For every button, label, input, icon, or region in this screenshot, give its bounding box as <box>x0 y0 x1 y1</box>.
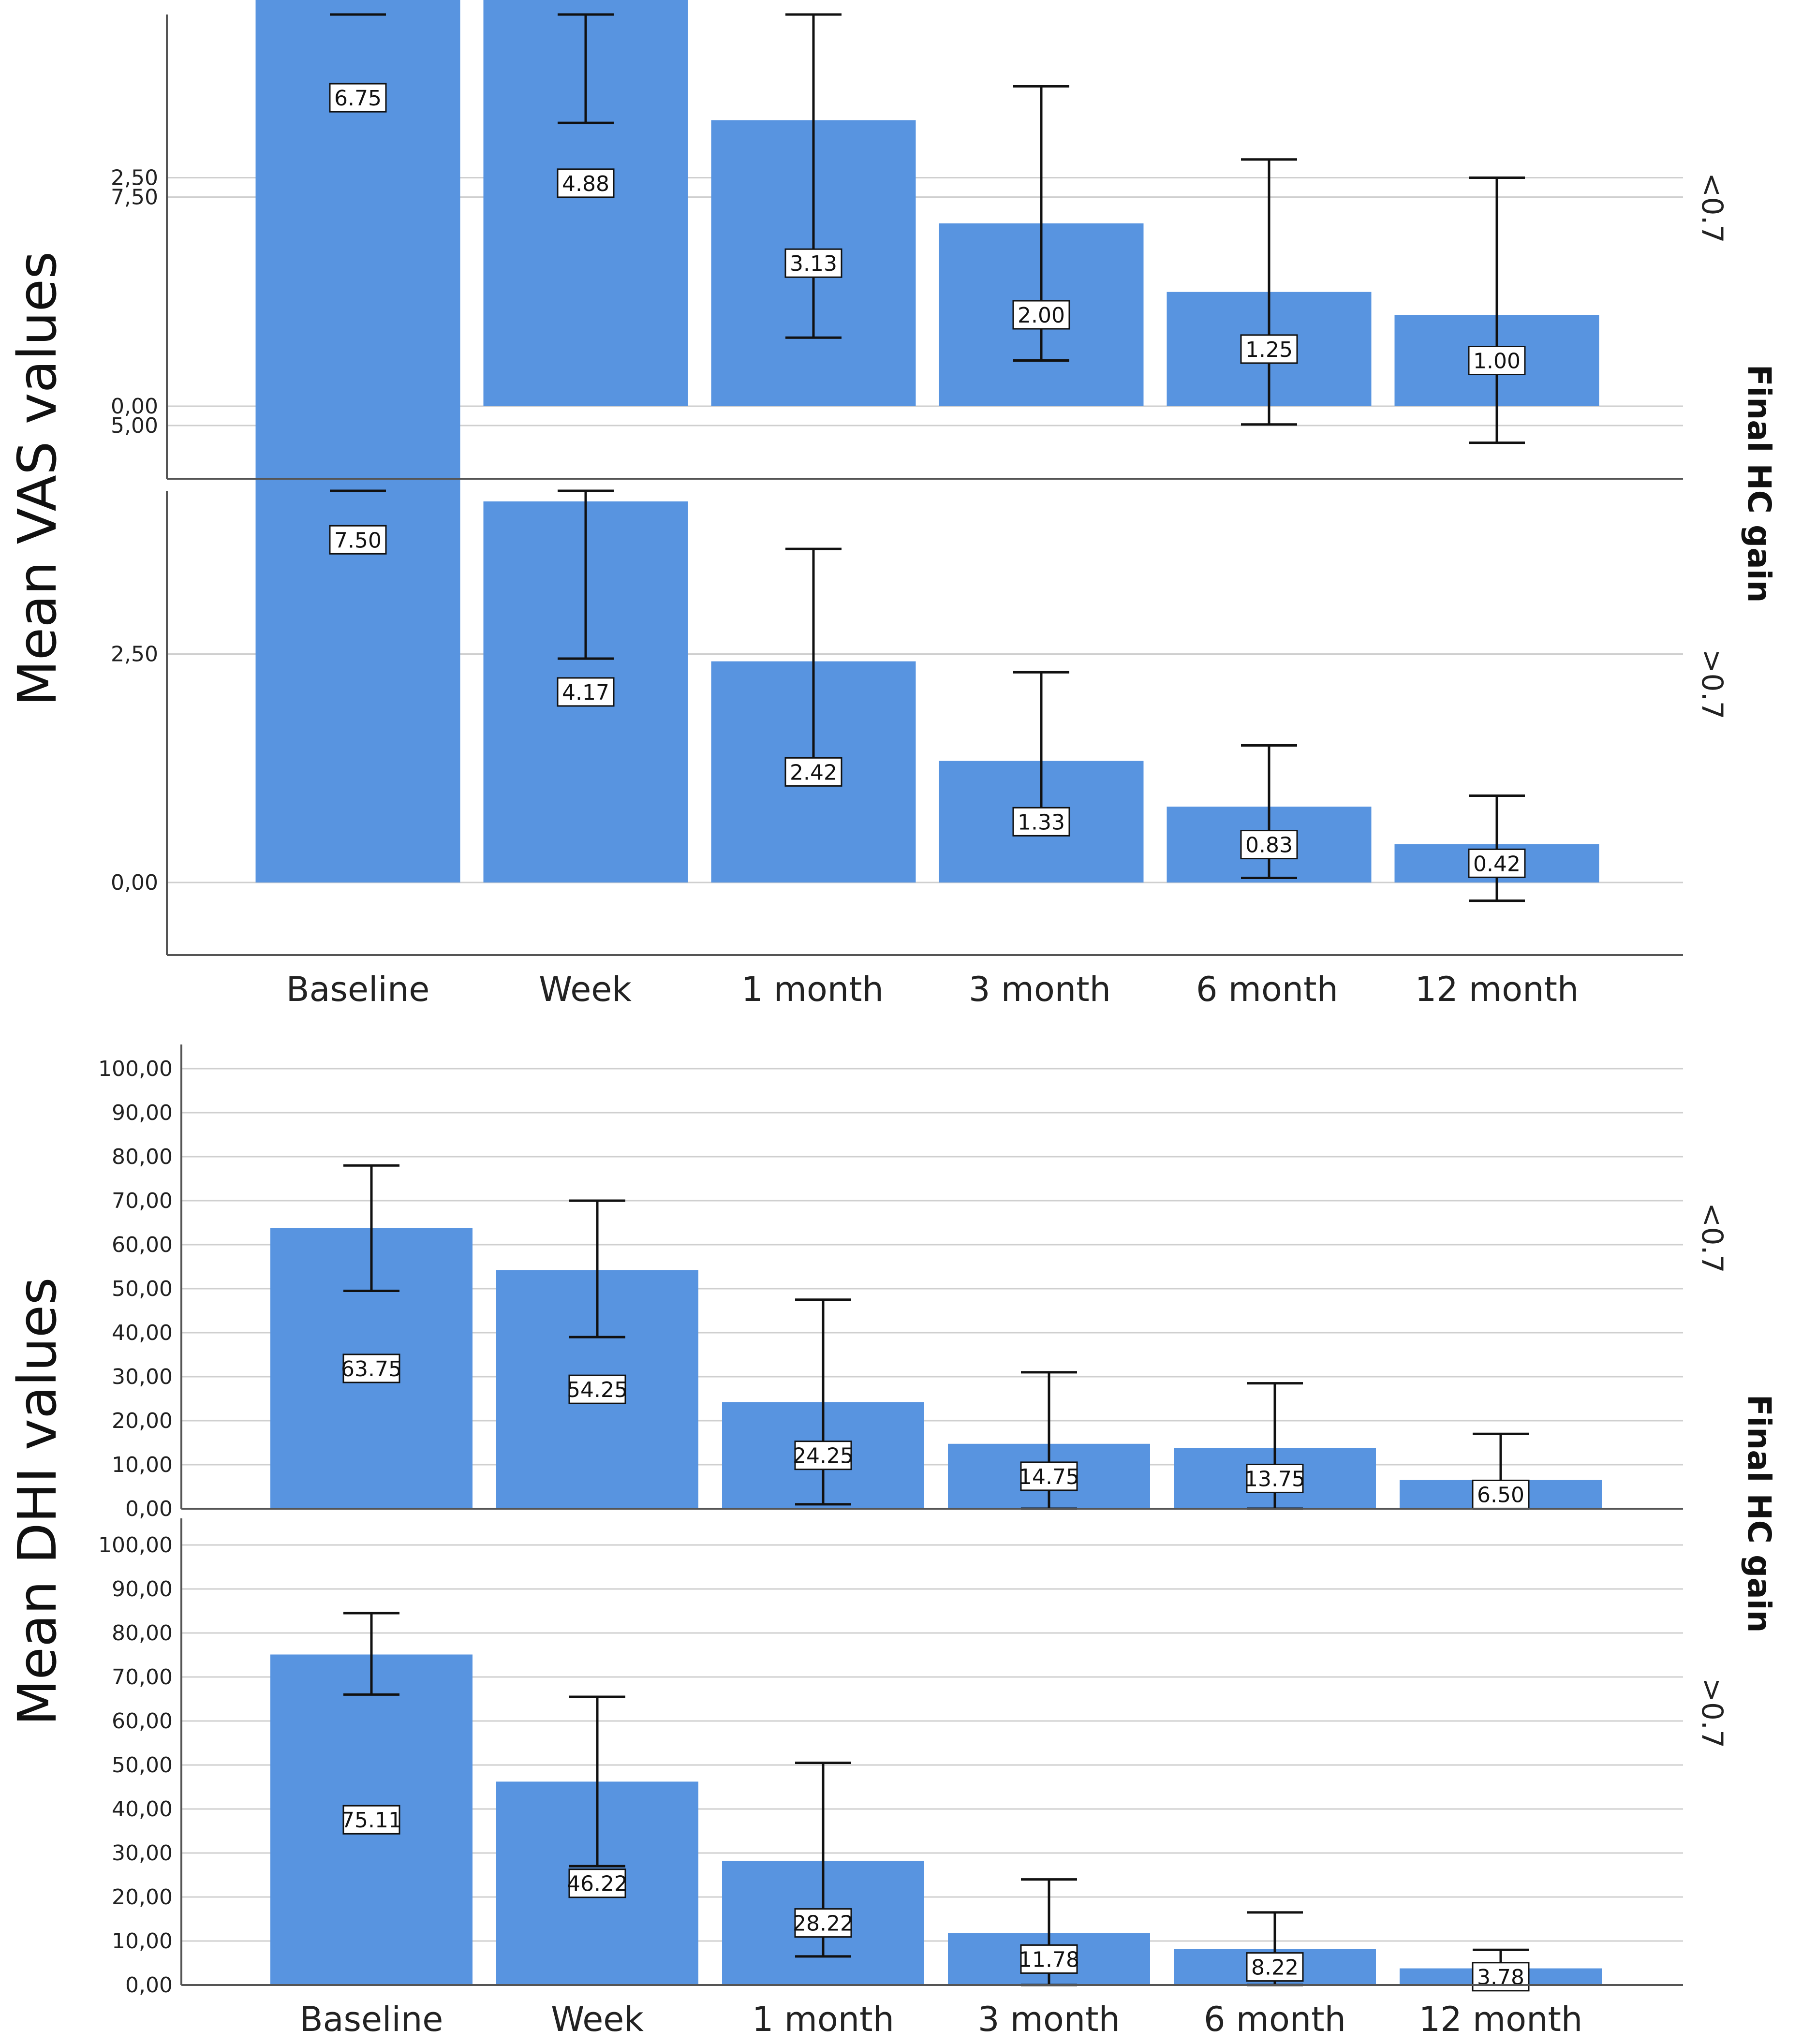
x-category-label: 6 month <box>1204 2000 1346 2039</box>
value-label-box <box>784 757 842 787</box>
x-category-label: Week <box>551 2000 644 2039</box>
value-label-box <box>1012 300 1070 330</box>
y-tick-label: 0,00 <box>125 1973 173 1998</box>
value-label-box <box>1020 1944 1078 1974</box>
value-label: 63.75 <box>341 1357 402 1382</box>
x-category-label: 3 month <box>969 970 1111 1009</box>
value-label: 46.22 <box>567 1872 628 1897</box>
value-label: 4.17 <box>562 680 609 705</box>
value-label-box <box>1246 1952 1304 1982</box>
x-category-label: 1 month <box>752 2000 894 2039</box>
value-label: 4.88 <box>562 172 609 196</box>
x-category-label: 1 month <box>741 970 884 1009</box>
value-label: 2.42 <box>790 760 837 785</box>
y-tick-label: 7,50 <box>111 185 158 210</box>
y-tick-label: 100,00 <box>98 1533 173 1558</box>
y-tick-label: 100,00 <box>98 1057 173 1081</box>
facet-label: <0.7 <box>1695 173 1729 243</box>
y-tick-label: 2,50 <box>111 166 158 191</box>
facet-label: >0.7 <box>1695 649 1729 720</box>
y-axis-title: Mean DHI values <box>6 1277 68 1725</box>
value-label: 24.25 <box>793 1444 854 1469</box>
value-label-box <box>1012 807 1070 837</box>
value-label-box <box>1020 1461 1078 1491</box>
value-label-box <box>1240 830 1298 860</box>
value-labels-layer: 6.75 4.88 3.13 2.00 1.25 1.00 7.50 4.17 2.42 1.33… <box>329 83 1530 1992</box>
value-label-box <box>794 1908 852 1938</box>
value-label-box <box>342 1805 400 1835</box>
value-label: 14.75 <box>1019 1465 1079 1489</box>
value-label-box <box>557 677 615 707</box>
y-tick-label: 70,00 <box>112 1189 173 1213</box>
y-tick-label: 70,00 <box>112 1665 173 1690</box>
y-axis-title: Mean VAS values <box>6 251 68 706</box>
y-tick-label: 90,00 <box>112 1101 173 1125</box>
value-label: 1.33 <box>1018 810 1065 835</box>
value-label: 6.50 <box>1477 1483 1524 1507</box>
value-label: 3.13 <box>790 251 837 276</box>
value-label: 2.00 <box>1018 303 1065 328</box>
value-label-box <box>1468 848 1526 878</box>
x-category-label: 12 month <box>1419 2000 1583 2039</box>
y-tick-label: 0,00 <box>125 1497 173 1521</box>
y-tick-label: 20,00 <box>112 1409 173 1433</box>
value-label-box <box>557 168 615 198</box>
value-label: 6.75 <box>334 86 382 111</box>
y-tick-label: 90,00 <box>112 1577 173 1602</box>
value-label-box <box>568 1374 626 1404</box>
x-category-label: 6 month <box>1196 970 1338 1009</box>
value-label: 0.42 <box>1473 852 1521 876</box>
value-label-box <box>1246 1463 1304 1493</box>
x-category-label: 3 month <box>978 2000 1120 2039</box>
value-label: 7.50 <box>334 528 382 553</box>
value-label: 28.22 <box>793 1912 854 1936</box>
facet-title: Final HC gain <box>1741 1395 1778 1633</box>
facet-label: <0.7 <box>1695 1203 1729 1273</box>
value-label: 0.83 <box>1245 833 1293 858</box>
value-label: 75.11 <box>341 1808 402 1833</box>
y-tick-label: 10,00 <box>112 1453 173 1477</box>
x-category-label: 12 month <box>1415 970 1579 1009</box>
y-tick-label: 10,00 <box>112 1929 173 1954</box>
value-label-box <box>329 525 387 555</box>
value-label: 8.22 <box>1251 1956 1299 1980</box>
y-tick-label: 80,00 <box>112 1621 173 1646</box>
y-tick-label: 40,00 <box>112 1797 173 1822</box>
y-tick-label: 20,00 <box>112 1885 173 1910</box>
value-label-box <box>342 1353 400 1383</box>
facet-label: >0.7 <box>1695 1678 1729 1749</box>
y-tick-label: 50,00 <box>112 1753 173 1778</box>
y-tick-label: 0,00 <box>111 870 158 895</box>
y-tick-label: 80,00 <box>112 1145 173 1169</box>
value-label-box <box>329 83 387 113</box>
y-tick-label: 40,00 <box>112 1321 173 1345</box>
value-label: 3.78 <box>1477 1965 1524 1990</box>
x-category-label: Baseline <box>286 970 430 1009</box>
value-label: 1.25 <box>1245 338 1293 362</box>
value-label-box <box>568 1868 626 1898</box>
y-tick-label: 5,00 <box>111 413 158 438</box>
value-label-box <box>1240 334 1298 364</box>
axes-layer <box>166 15 1683 1986</box>
y-tick-label: 50,00 <box>112 1277 173 1301</box>
value-label-box <box>1472 1962 1530 1992</box>
y-tick-label: 60,00 <box>112 1233 173 1257</box>
text-layer: 10,007,505,002,500,00<0.710,007,505,002,… <box>6 166 1778 2040</box>
y-tick-label: 30,00 <box>112 1841 173 1866</box>
value-label: 54.25 <box>567 1378 628 1402</box>
value-label: 1.00 <box>1473 349 1521 374</box>
value-label: 13.75 <box>1244 1467 1305 1491</box>
x-category-label: Week <box>539 970 632 1009</box>
y-tick-label: 30,00 <box>112 1365 173 1389</box>
x-category-label: Baseline <box>300 2000 443 2039</box>
y-tick-label: 2,50 <box>111 642 158 667</box>
value-label: 11.78 <box>1019 1947 1079 1972</box>
value-label-box <box>794 1441 852 1471</box>
value-label-box <box>784 248 842 278</box>
value-label-box <box>1468 346 1526 375</box>
facet-title: Final HC gain <box>1741 365 1778 603</box>
y-tick-label: 0,00 <box>111 394 158 419</box>
y-tick-label: 60,00 <box>112 1709 173 1734</box>
